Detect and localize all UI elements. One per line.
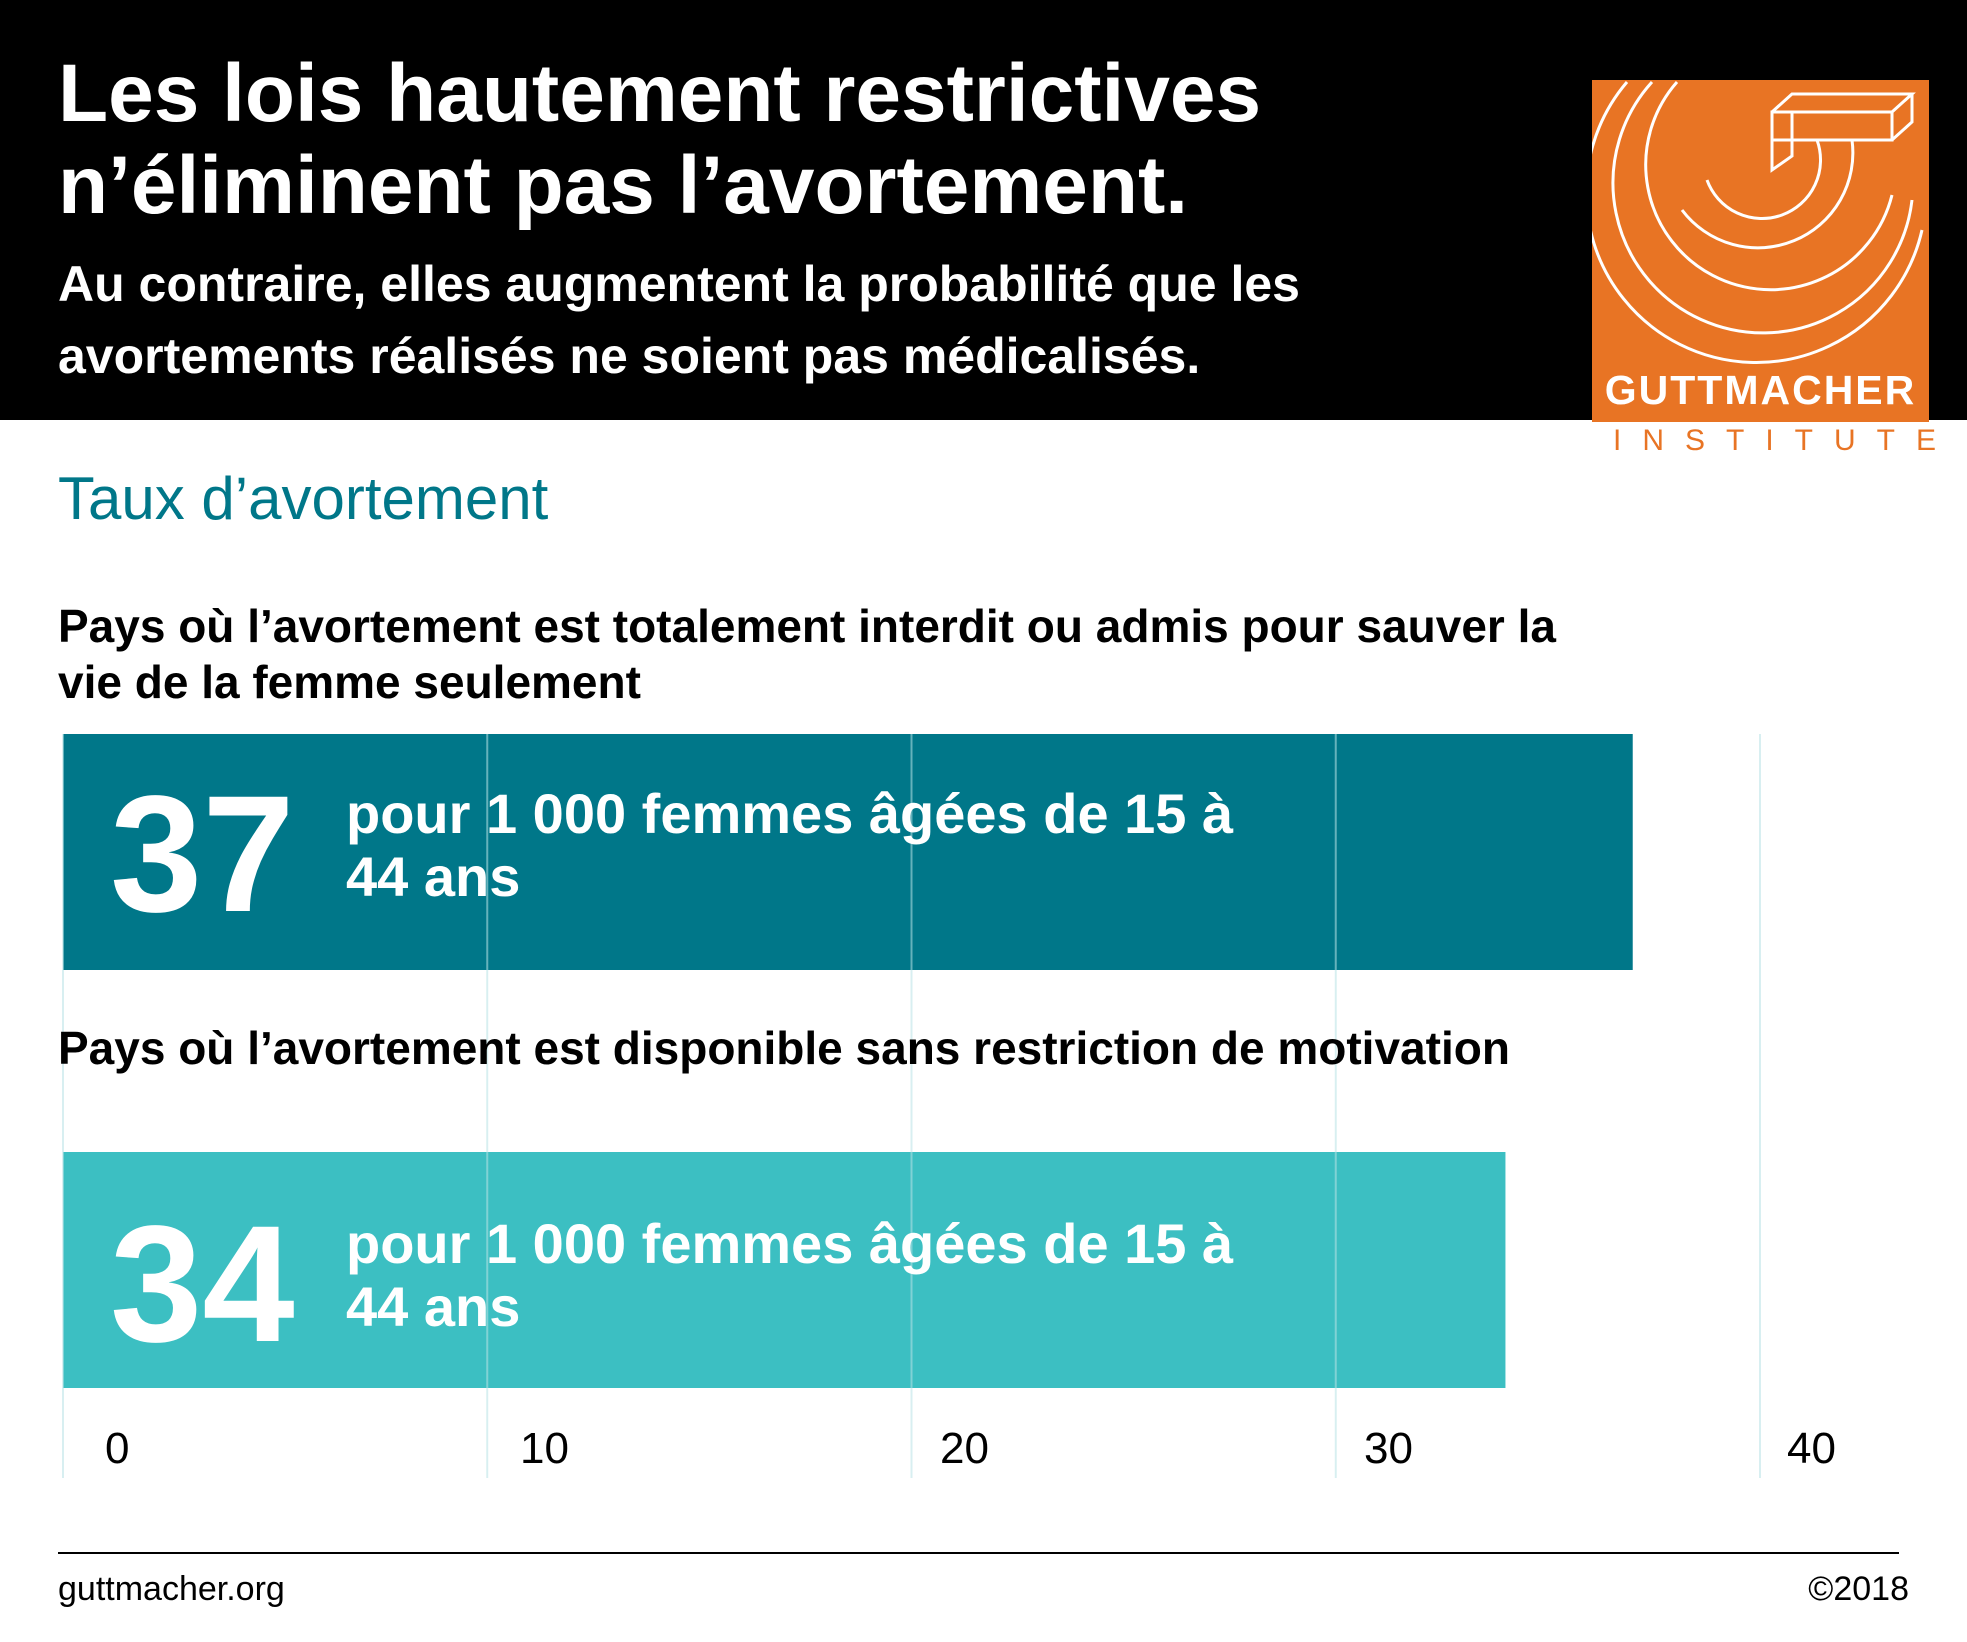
page-title: Les lois hautement restrictives n’élimin…	[58, 48, 1262, 231]
page-subtitle: Au contraire, elles augmentent la probab…	[58, 256, 1300, 384]
category-label-unrestricted: Pays où l’avortement est disponible sans…	[58, 1022, 1510, 1074]
bar-unit-label: pour 1 000 femmes âgées de 15 à 44 ans	[346, 1212, 1234, 1338]
bar-value-label: 37	[110, 762, 295, 947]
x-tick-label: 0	[105, 1424, 130, 1473]
bar-unit-label: pour 1 000 femmes âgées de 15 à 44 ans	[346, 782, 1234, 908]
x-tick-label: 10	[520, 1424, 569, 1473]
guttmacher-logo: GUTTMACHER	[1592, 80, 1929, 422]
bar-value-label: 34	[110, 1192, 295, 1377]
footer-site: guttmacher.org	[58, 1570, 285, 1608]
chart-title: Taux d’avortement	[58, 465, 549, 532]
footer-divider	[58, 1552, 1899, 1554]
logo-mark-icon	[1592, 80, 1924, 364]
footer-copyright: ©2018	[1808, 1570, 1909, 1608]
category-label-restrictive: Pays où l’avortement est totalement inte…	[58, 600, 1556, 708]
x-tick-label: 30	[1364, 1424, 1413, 1473]
bar-1	[63, 1152, 1506, 1388]
x-tick-label: 40	[1787, 1424, 1836, 1473]
bar-0	[63, 734, 1633, 970]
logo-subtitle: INSTITUTE	[1613, 424, 1957, 457]
x-tick-label: 20	[940, 1424, 989, 1473]
logo-wordmark: GUTTMACHER	[1604, 367, 1917, 413]
